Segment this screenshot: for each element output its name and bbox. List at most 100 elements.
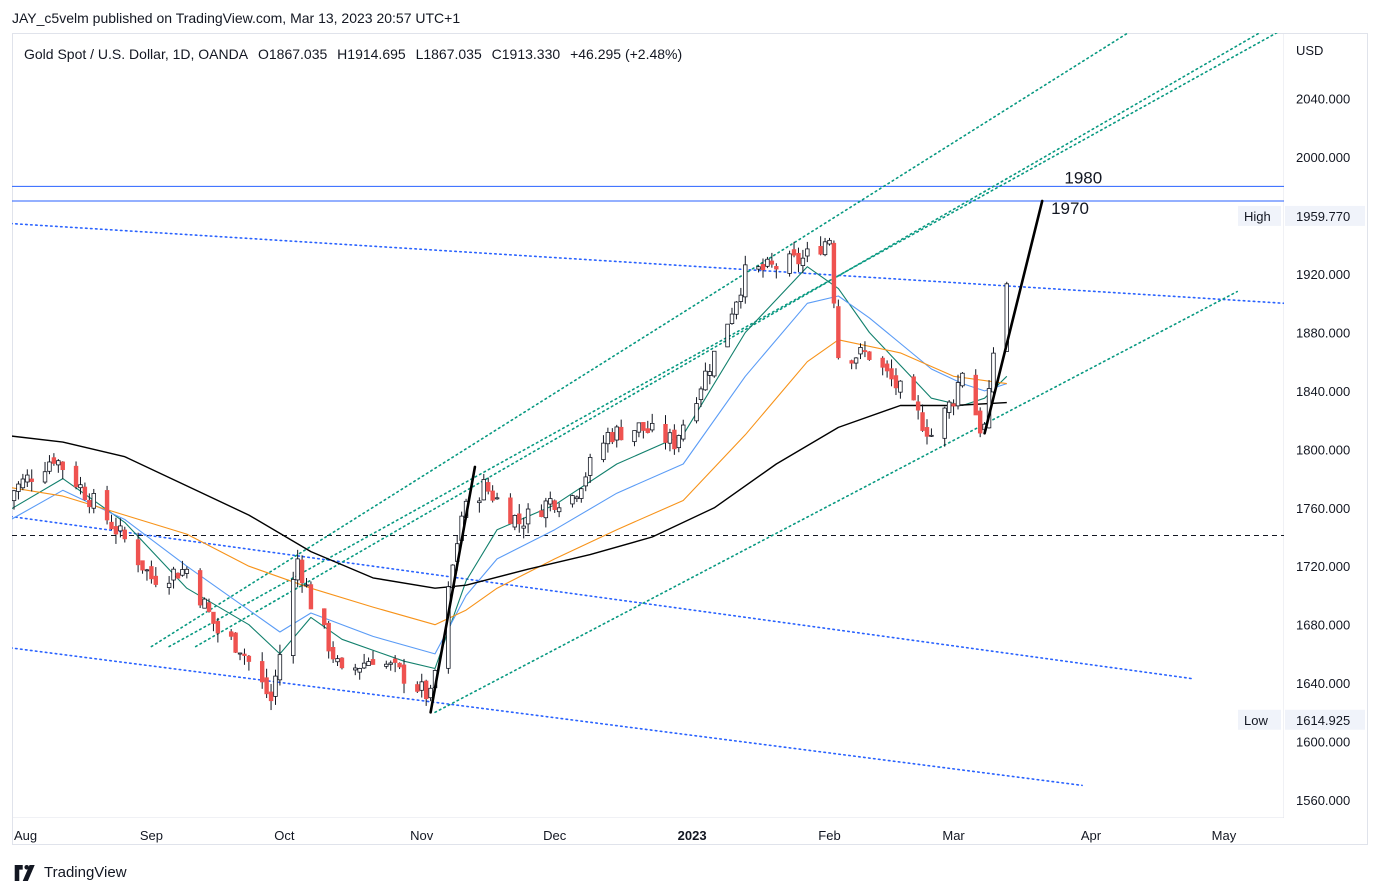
candle <box>397 662 402 670</box>
candle-body <box>769 260 775 265</box>
candle-body <box>650 422 655 431</box>
candle-body <box>166 582 172 588</box>
candle-body <box>12 490 17 502</box>
annotation-label: 1980 <box>1064 168 1102 187</box>
candle-body <box>579 488 584 499</box>
candle-body <box>295 558 300 581</box>
price-tick-label: 1920.000 <box>1296 267 1350 282</box>
candle <box>149 560 154 584</box>
candle <box>543 497 549 528</box>
price-tick-label: 1760.000 <box>1296 501 1350 516</box>
candle <box>924 419 930 445</box>
candle <box>481 473 486 501</box>
candle-body <box>51 457 57 464</box>
candle <box>202 597 207 609</box>
price-tick-label: 1720.000 <box>1296 559 1350 574</box>
candle <box>618 419 624 441</box>
channel-line <box>12 222 1284 305</box>
chart-frame <box>12 33 1368 845</box>
low-value: L1867.035 <box>415 46 482 62</box>
candle <box>299 555 305 593</box>
candle <box>353 663 358 676</box>
candle <box>322 608 327 629</box>
candle-body <box>25 474 30 483</box>
projection-line <box>429 465 477 714</box>
candle-body <box>525 508 531 525</box>
candle-body <box>698 388 704 400</box>
candle-body <box>335 658 340 663</box>
badge-value: 1614.925 <box>1296 713 1350 728</box>
price-badge: High 1959.770 <box>1238 205 1365 226</box>
badge-value-bg <box>1285 709 1365 730</box>
candle-body <box>277 654 283 681</box>
candle-body <box>618 426 624 441</box>
candle <box>175 572 181 579</box>
candle-body <box>42 471 48 483</box>
candle <box>884 360 890 378</box>
candle <box>698 386 704 407</box>
candle <box>570 494 575 508</box>
candle-body <box>991 352 996 393</box>
footer-brand: TradingView <box>44 864 127 881</box>
candle-body <box>184 568 190 574</box>
candle <box>703 362 708 391</box>
symbol-title: Gold Spot / U.S. Dollar, 1D, OANDA <box>24 46 249 62</box>
candle-body <box>805 248 810 257</box>
candle-body <box>911 376 916 401</box>
candle-body <box>800 257 806 267</box>
candle-body <box>898 380 903 393</box>
candle <box>525 503 531 534</box>
time-tick-label: Oct <box>274 828 295 843</box>
candle-body <box>197 570 203 606</box>
candle-body <box>339 657 345 669</box>
projection-line <box>983 199 1044 435</box>
candle <box>215 617 221 643</box>
candle <box>51 453 57 466</box>
candle <box>197 568 203 609</box>
candle <box>556 502 562 518</box>
candle <box>242 648 247 665</box>
candle-body <box>494 497 500 500</box>
time-tick-label: 2023 <box>678 828 707 843</box>
candle-body <box>264 677 269 695</box>
candle-body <box>929 434 934 437</box>
candle-body <box>16 483 21 492</box>
candle <box>858 343 863 360</box>
candle-body <box>122 529 127 540</box>
candle <box>552 499 557 513</box>
candle-body <box>676 435 681 449</box>
candle-body <box>791 249 797 256</box>
candle-body <box>889 368 894 380</box>
candle-body <box>610 432 615 443</box>
candle-body <box>211 611 216 624</box>
price-tick-label: 1640.000 <box>1296 676 1350 691</box>
candle-body <box>831 242 837 304</box>
candle <box>16 481 21 500</box>
candle-body <box>291 579 296 656</box>
candle-body <box>78 484 83 489</box>
candle <box>25 469 30 487</box>
candle-body <box>135 539 141 566</box>
candle-body <box>712 350 717 377</box>
candle <box>490 485 495 503</box>
candle-body <box>153 575 159 585</box>
trendlines <box>12 33 1284 787</box>
candle <box>508 493 513 524</box>
candle <box>180 560 185 577</box>
ma-sma_long <box>12 401 1007 589</box>
candle-body <box>960 372 965 387</box>
candle-body <box>632 430 637 443</box>
badge-value: 1959.770 <box>1296 209 1350 224</box>
candle <box>246 655 252 671</box>
currency-label: USD <box>1296 43 1324 58</box>
candle <box>113 517 119 544</box>
candle <box>206 598 212 613</box>
candle <box>681 419 686 442</box>
candle-body <box>353 667 358 671</box>
candle <box>135 532 141 573</box>
candle <box>140 560 145 574</box>
candle-body <box>787 253 792 274</box>
candle <box>20 473 26 491</box>
candle <box>920 404 925 432</box>
